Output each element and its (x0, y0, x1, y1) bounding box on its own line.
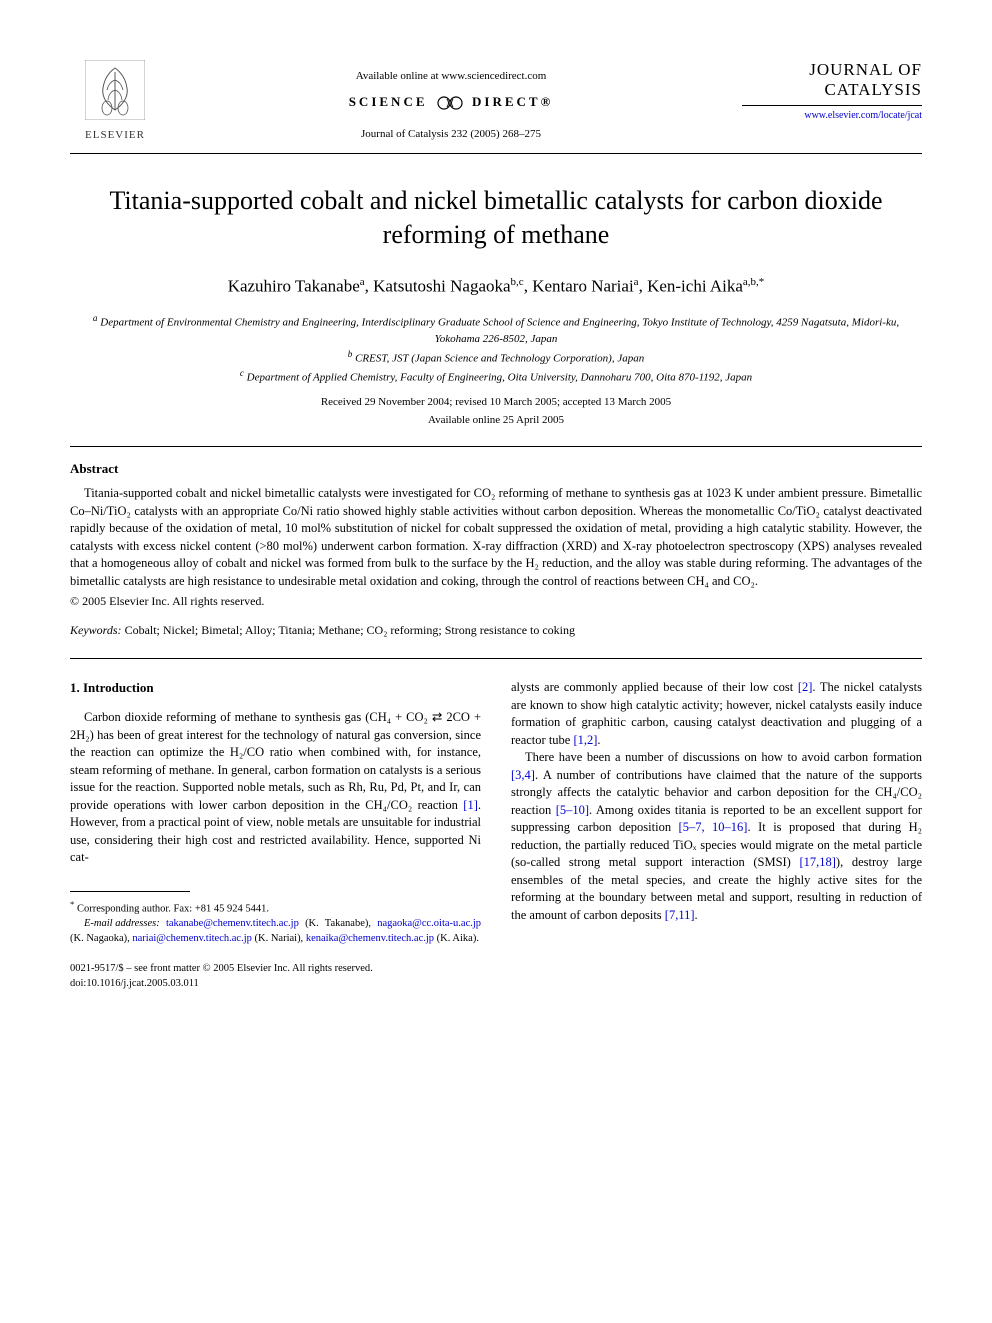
author-2-aff: b,c (511, 276, 524, 288)
header-row: ELSEVIER Available online at www.science… (70, 60, 922, 141)
header-divider (70, 153, 922, 154)
author-3: Kentaro Nariai (532, 276, 633, 295)
affiliations: a Department of Environmental Chemistry … (70, 312, 922, 386)
page-footer: 0021-9517/$ – see front matter © 2005 El… (70, 962, 922, 991)
affiliation-c: c Department of Applied Chemistry, Facul… (70, 367, 922, 386)
journal-logo: JOURNAL OF CATALYSIS www.elsevier.com/lo… (742, 60, 922, 121)
footnote-divider (70, 891, 190, 892)
center-header: Available online at www.sciencedirect.co… (160, 60, 742, 140)
email-2[interactable]: nagaoka@cc.oita-u.ac.jp (377, 918, 481, 929)
abstract-text: Titania-supported cobalt and nickel bime… (70, 485, 922, 590)
affiliation-a: a Department of Environmental Chemistry … (70, 312, 922, 348)
page: ELSEVIER Available online at www.science… (0, 0, 992, 1032)
sd-left: SCIENCE (349, 94, 428, 109)
abstract-heading: Abstract (70, 461, 922, 477)
emails-block: E-mail addresses: takanabe@chemenv.titec… (70, 917, 481, 946)
science-direct-icon (437, 90, 463, 116)
abstract-bottom-rule (70, 658, 922, 659)
author-4-aff: a,b,* (743, 276, 764, 288)
dates-online: Available online 25 April 2005 (70, 414, 922, 426)
keywords-label: Keywords: (70, 623, 122, 637)
abstract-top-rule (70, 446, 922, 447)
email-1[interactable]: takanabe@chemenv.titech.ac.jp (166, 918, 299, 929)
authors-line: Kazuhiro Takanabea, Katsutoshi Nagaokab,… (70, 276, 922, 297)
footer-doi: doi:10.1016/j.jcat.2005.03.011 (70, 977, 922, 992)
keywords-text: Cobalt; Nickel; Bimetal; Alloy; Titania;… (125, 623, 575, 637)
available-online-text: Available online at www.sciencedirect.co… (160, 70, 742, 82)
article-title: Titania-supported cobalt and nickel bime… (90, 184, 902, 252)
citation-link[interactable]: [5–10] (556, 803, 589, 817)
author-3-aff: a (634, 276, 639, 288)
journal-link[interactable]: www.elsevier.com/locate/jcat (742, 110, 922, 121)
citation-link[interactable]: [3,4] (511, 768, 535, 782)
author-1-aff: a (360, 276, 365, 288)
dates-received: Received 29 November 2004; revised 10 Ma… (70, 396, 922, 408)
intro-heading: 1. Introduction (70, 679, 481, 697)
email-3[interactable]: nariai@chemenv.titech.ac.jp (132, 933, 251, 944)
citation-link[interactable]: [7,11] (665, 908, 695, 922)
journal-rule (742, 105, 922, 106)
intro-p2: There have been a number of discussions … (511, 749, 922, 924)
elsevier-tree-icon (85, 60, 145, 120)
author-1: Kazuhiro Takanabe (228, 276, 360, 295)
journal-name-1: JOURNAL OF (742, 60, 922, 80)
citation-link[interactable]: [2] (798, 680, 813, 694)
footer-copyright: 0021-9517/$ – see front matter © 2005 El… (70, 962, 922, 977)
intro-p1: Carbon dioxide reforming of methane to s… (70, 709, 481, 867)
publisher-name: ELSEVIER (70, 129, 160, 141)
intro-p1-cont: alysts are commonly applied because of t… (511, 679, 922, 749)
author-2: Katsutoshi Nagaoka (373, 276, 510, 295)
citation-link[interactable]: [5–7, 10–16] (679, 820, 748, 834)
left-column: 1. Introduction Carbon dioxide reforming… (70, 679, 481, 946)
publisher-logo: ELSEVIER (70, 60, 160, 141)
body-columns: 1. Introduction Carbon dioxide reforming… (70, 679, 922, 946)
author-4: Ken-ichi Aika (647, 276, 743, 295)
sd-right: DIRECT® (472, 94, 553, 109)
right-column: alysts are commonly applied because of t… (511, 679, 922, 946)
corresponding-note: * Corresponding author. Fax: +81 45 924 … (70, 898, 481, 917)
citation-link[interactable]: [1] (463, 798, 478, 812)
citation-link[interactable]: [1,2] (573, 733, 597, 747)
keywords: Keywords: Cobalt; Nickel; Bimetal; Alloy… (70, 623, 922, 638)
journal-reference: Journal of Catalysis 232 (2005) 268–275 (160, 128, 742, 140)
email-4[interactable]: kenaika@chemenv.titech.ac.jp (306, 933, 434, 944)
abstract-copyright: © 2005 Elsevier Inc. All rights reserved… (70, 594, 922, 609)
affiliation-b: b CREST, JST (Japan Science and Technolo… (70, 348, 922, 367)
email-label: E-mail addresses: (70, 917, 160, 932)
footnotes: * Corresponding author. Fax: +81 45 924 … (70, 898, 481, 947)
journal-name-2: CATALYSIS (742, 80, 922, 100)
citation-link[interactable]: [17,18] (799, 855, 835, 869)
science-direct-label: SCIENCE DIRECT® (160, 90, 742, 116)
